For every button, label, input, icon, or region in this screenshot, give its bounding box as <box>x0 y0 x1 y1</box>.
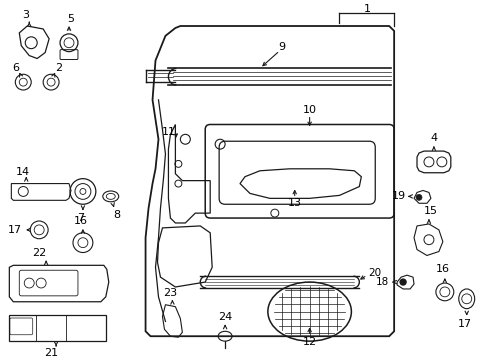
Text: 9: 9 <box>278 42 285 52</box>
Text: 15: 15 <box>423 206 437 216</box>
Text: 4: 4 <box>429 133 437 143</box>
Text: 6: 6 <box>12 63 19 73</box>
Text: 16: 16 <box>435 264 449 274</box>
Text: 8: 8 <box>113 210 120 220</box>
Text: 5: 5 <box>67 14 74 24</box>
Circle shape <box>415 194 421 200</box>
Text: 20: 20 <box>368 268 381 278</box>
Text: 19: 19 <box>391 192 406 201</box>
Text: 14: 14 <box>16 167 30 177</box>
Text: 18: 18 <box>375 277 388 287</box>
Text: 17: 17 <box>457 319 471 329</box>
Text: 22: 22 <box>32 248 46 257</box>
Text: 16: 16 <box>74 216 88 226</box>
Text: 13: 13 <box>287 198 301 208</box>
Text: 2: 2 <box>55 63 62 73</box>
Text: 17: 17 <box>8 225 22 235</box>
Circle shape <box>399 279 405 285</box>
Text: 23: 23 <box>163 288 177 298</box>
Text: 7: 7 <box>77 213 84 223</box>
Text: 11: 11 <box>161 127 175 138</box>
Text: 21: 21 <box>44 348 58 358</box>
Text: 12: 12 <box>302 337 316 347</box>
Text: 10: 10 <box>302 105 316 115</box>
Text: 1: 1 <box>363 4 370 14</box>
Text: 3: 3 <box>21 10 29 20</box>
Text: 24: 24 <box>218 311 232 321</box>
